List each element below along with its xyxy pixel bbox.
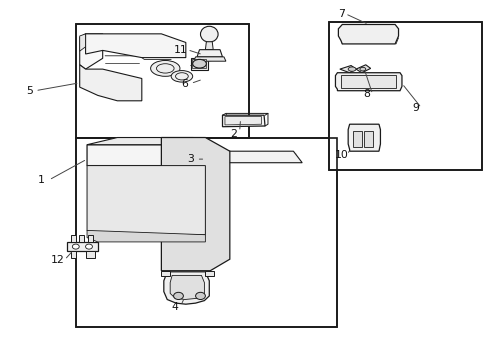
Polygon shape [87,138,205,145]
Polygon shape [85,251,95,258]
Polygon shape [71,235,76,242]
Bar [328,22,481,170]
Ellipse shape [192,59,206,68]
Polygon shape [87,230,205,242]
Polygon shape [161,271,170,276]
Polygon shape [161,138,229,271]
Text: 9: 9 [411,103,418,113]
Text: 10: 10 [334,150,347,160]
Bar [352,131,361,147]
Polygon shape [88,235,93,242]
Polygon shape [87,166,205,235]
Bar [76,24,249,138]
Polygon shape [193,57,225,61]
Polygon shape [339,66,355,73]
Polygon shape [163,272,209,304]
Polygon shape [205,271,214,276]
Bar [341,75,395,88]
Text: 6: 6 [181,78,188,89]
Polygon shape [80,34,102,69]
Ellipse shape [347,67,355,71]
Bar [76,138,337,327]
Text: 4: 4 [171,302,178,312]
Polygon shape [205,42,213,50]
Bar [328,22,481,170]
Polygon shape [222,115,264,127]
Text: 1: 1 [38,175,45,185]
Ellipse shape [173,292,183,300]
Polygon shape [190,58,207,70]
Polygon shape [355,65,370,73]
Ellipse shape [85,244,92,249]
Text: 2: 2 [230,129,237,139]
Text: 12: 12 [51,255,64,265]
Ellipse shape [171,71,192,82]
Ellipse shape [359,67,365,71]
Bar [76,138,337,327]
Text: 11: 11 [174,45,187,55]
Polygon shape [87,145,205,166]
Ellipse shape [72,244,79,249]
Polygon shape [80,34,85,51]
Polygon shape [338,24,398,44]
Text: 7: 7 [337,9,344,19]
Polygon shape [67,242,98,251]
Polygon shape [192,59,206,68]
Text: 8: 8 [363,89,369,99]
Text: 5: 5 [26,86,33,96]
Polygon shape [80,65,142,101]
Polygon shape [197,50,222,57]
Bar [364,131,372,147]
Ellipse shape [200,26,218,42]
Polygon shape [170,275,204,300]
Polygon shape [85,34,185,58]
Ellipse shape [195,292,205,300]
Polygon shape [335,73,401,91]
Bar [76,24,249,138]
Polygon shape [347,124,380,151]
Text: 3: 3 [187,154,194,164]
Polygon shape [142,151,302,163]
Ellipse shape [150,60,180,76]
Polygon shape [71,251,76,258]
Polygon shape [224,117,261,125]
Polygon shape [79,235,84,242]
